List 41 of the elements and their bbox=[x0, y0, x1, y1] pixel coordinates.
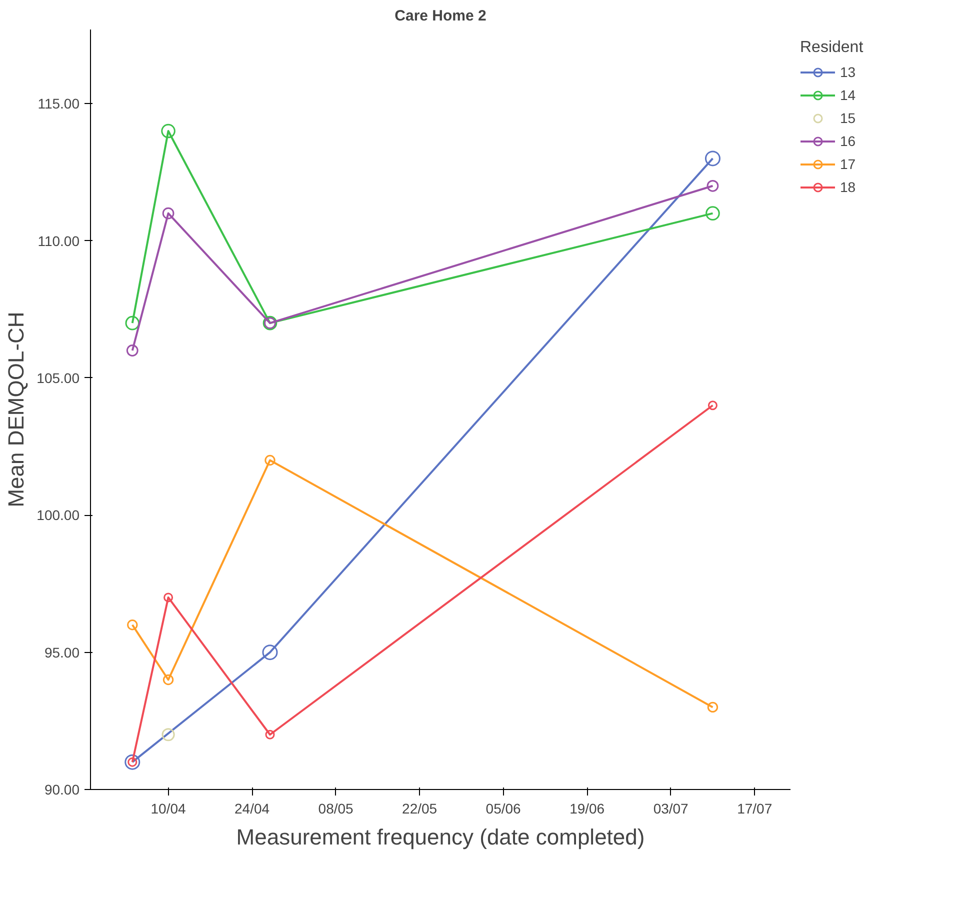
point bbox=[704, 150, 720, 166]
legend-label: 14 bbox=[840, 87, 857, 103]
y-tick-label: 110.00 bbox=[38, 232, 80, 249]
point bbox=[264, 454, 276, 466]
legend-label: 15 bbox=[840, 110, 857, 126]
x-tick-label: 03/07 bbox=[653, 800, 689, 816]
legend-label: 17 bbox=[840, 156, 857, 172]
point bbox=[706, 180, 719, 192]
point bbox=[125, 316, 140, 330]
point bbox=[124, 754, 140, 770]
point bbox=[707, 702, 718, 713]
point bbox=[262, 644, 278, 660]
y-tick-label: 105.00 bbox=[36, 370, 80, 386]
x-tick-label: 22/05 bbox=[402, 800, 438, 816]
y-tick-label: 115.00 bbox=[38, 96, 80, 112]
x-tick-label: 24/04 bbox=[234, 800, 270, 816]
legend-label: 13 bbox=[840, 64, 857, 80]
legend-label: 16 bbox=[840, 133, 857, 149]
legend-title: Resident bbox=[800, 39, 864, 57]
x-tick-label: 08/05 bbox=[318, 800, 354, 816]
point bbox=[164, 592, 174, 602]
x-tick-label: 19/06 bbox=[570, 800, 605, 816]
x-tick-label: 10/04 bbox=[150, 800, 186, 816]
point bbox=[127, 620, 138, 630]
x-tick-label: 17/07 bbox=[737, 800, 772, 816]
point bbox=[708, 400, 718, 410]
point bbox=[706, 206, 720, 220]
y-tick-label: 100.00 bbox=[36, 507, 80, 524]
y-tick-label: 90.00 bbox=[44, 782, 80, 798]
y-axis-title: Mean DEMQOL-CH bbox=[4, 312, 29, 508]
point bbox=[161, 124, 176, 138]
legend-label: 18 bbox=[840, 179, 857, 195]
point bbox=[126, 344, 138, 356]
point bbox=[162, 728, 175, 742]
y-tick-label: 95.00 bbox=[44, 644, 80, 660]
x-tick-label: 05/06 bbox=[486, 800, 522, 816]
x-axis-title: Measurement frequency (date completed) bbox=[236, 824, 645, 850]
point bbox=[265, 730, 275, 740]
point bbox=[162, 674, 174, 686]
chart-title: Care Home 2 bbox=[394, 8, 486, 24]
point bbox=[162, 207, 174, 220]
